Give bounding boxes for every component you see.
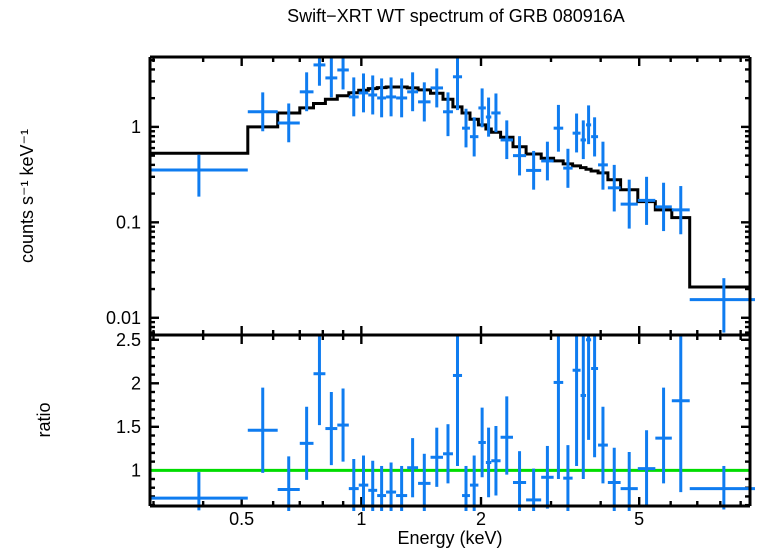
data-point [396, 78, 408, 118]
ratio-point [337, 388, 349, 462]
data-point [637, 176, 656, 225]
x-tick-label: 0.5 [229, 509, 254, 529]
data-point [443, 92, 453, 137]
x-axis-label: Energy (keV) [397, 528, 503, 548]
ratio-point [277, 456, 300, 511]
data-point [348, 77, 359, 117]
data-point [591, 117, 599, 157]
ratio-point [580, 335, 587, 480]
y-tick-label-counts: 0.1 [116, 212, 141, 232]
ratio-point [430, 427, 444, 487]
ratio-point [689, 465, 755, 510]
ratio-point [368, 460, 378, 511]
counts-data-points [150, 56, 755, 333]
data-point [368, 75, 378, 115]
data-point [620, 179, 638, 229]
y-tick-label-counts: 1 [131, 117, 141, 137]
data-point [377, 78, 387, 118]
ratio-point [348, 459, 359, 511]
axis-frame [148, 55, 752, 508]
data-point [407, 72, 419, 112]
y-tick-label-ratio: 1 [131, 460, 141, 480]
ratio-point [598, 406, 608, 484]
data-point [462, 108, 470, 148]
ratio-point [655, 387, 672, 484]
ratio-point [452, 335, 463, 466]
data-point [277, 103, 300, 143]
data-point [563, 148, 573, 188]
x-tick-label: 1 [356, 509, 366, 529]
data-point [337, 56, 349, 90]
ratio-point [586, 335, 592, 440]
data-point [541, 141, 554, 181]
x-tick-label: 2 [476, 509, 486, 529]
data-point [671, 186, 690, 235]
ratio-point [418, 453, 431, 511]
ratio-point [500, 396, 513, 475]
ratio-point [407, 438, 419, 498]
data-point [325, 58, 338, 98]
data-point [586, 105, 592, 145]
data-point [358, 73, 369, 113]
y-tick-label-ratio: 2.5 [116, 330, 141, 350]
data-point [430, 68, 444, 108]
chart-title: Swift−XRT WT spectrum of GRB 080916A [287, 6, 625, 26]
ratio-point [671, 335, 690, 493]
ratio-point [443, 424, 453, 484]
ratio-point [637, 430, 656, 507]
ratio-point [591, 335, 599, 458]
tick-labels: 0.5 1 2 5 1 0.1 0.01 1 1.5 2 2.5 [106, 117, 644, 529]
data-point [150, 154, 248, 197]
ratio-point [396, 465, 408, 511]
model-step-line [150, 85, 751, 289]
data-point [491, 93, 501, 133]
ratio-point [299, 406, 314, 480]
data-point [655, 182, 672, 232]
data-point [478, 88, 486, 128]
y-tick-label-ratio: 2 [131, 373, 141, 393]
data-point [689, 278, 755, 333]
data-point [247, 92, 278, 132]
ratio-point [478, 407, 486, 478]
data-point [607, 164, 621, 212]
ratio-point [377, 465, 387, 511]
ratio-data-points [150, 335, 755, 511]
data-point [485, 97, 492, 137]
data-point [500, 120, 513, 160]
data-point [313, 56, 326, 86]
data-point [418, 82, 431, 122]
ratio-point [485, 427, 492, 498]
data-point [553, 104, 564, 152]
x-tick-label: 5 [634, 509, 644, 529]
data-point [572, 113, 581, 153]
ratio-point [150, 472, 248, 511]
ratio-point [541, 445, 554, 509]
ratio-point [386, 462, 397, 511]
ratio-point [553, 335, 564, 480]
ratio-point [462, 465, 470, 511]
ratio-point [620, 452, 638, 511]
y-tick-label-ratio: 1.5 [116, 417, 141, 437]
y-tick-label-counts: 0.01 [106, 308, 141, 328]
data-point [598, 141, 608, 190]
ratio-point [247, 387, 278, 473]
ratio-point [325, 392, 338, 466]
data-point [386, 77, 397, 117]
data-point [526, 150, 542, 190]
ratio-point [512, 451, 527, 511]
ratio-point [572, 335, 581, 466]
data-point [580, 120, 587, 160]
ratio-point [563, 445, 573, 511]
ratio-point [491, 425, 501, 496]
data-point [469, 117, 479, 157]
data-point [512, 136, 527, 176]
data-point [299, 72, 314, 112]
data-point [452, 56, 463, 111]
ratio-point [313, 335, 326, 426]
ratio-point [526, 468, 542, 511]
